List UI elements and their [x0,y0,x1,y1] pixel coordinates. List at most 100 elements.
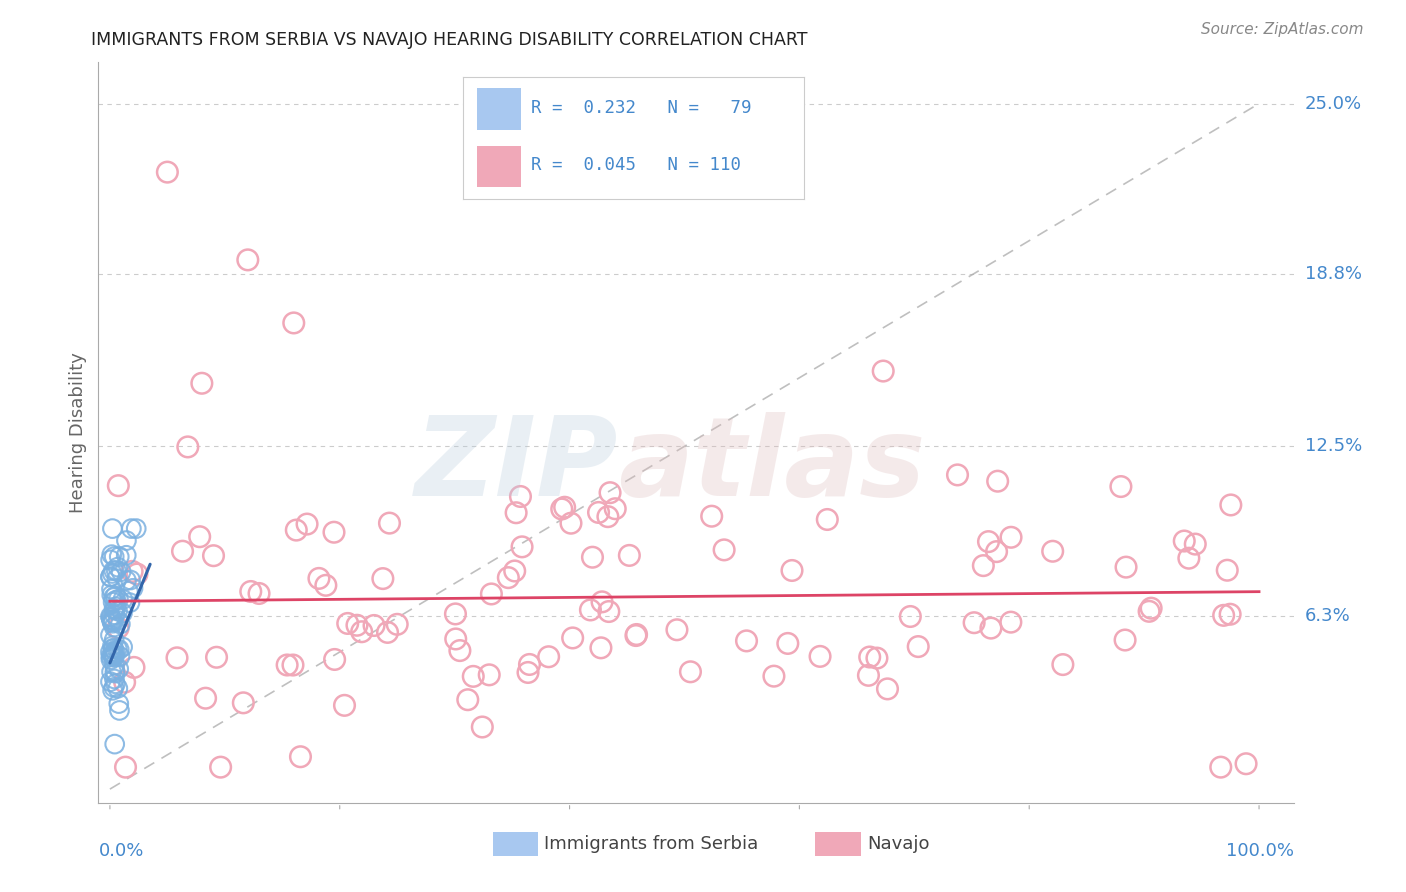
Point [104,607,127,622]
Point [457,692,479,706]
Point [202,549,225,563]
Point [323,652,346,666]
Point [103,603,125,617]
Point [103,564,125,578]
Point [110,617,132,632]
Point [107,662,129,676]
Point [101,683,124,698]
Point [239,584,262,599]
Point [898,609,921,624]
Point [100,588,122,602]
Text: ZIP: ZIP [415,412,619,519]
Point [194,691,217,706]
Point [679,665,702,679]
Point [1234,756,1257,771]
Point [444,632,467,646]
Point [103,648,125,663]
Text: IMMIGRANTS FROM SERBIA VS NAVAJO HEARING DISABILITY CORRELATION CHART: IMMIGRANTS FROM SERBIA VS NAVAJO HEARING… [91,31,808,49]
Point [665,623,688,637]
Point [1052,657,1074,672]
Point [503,564,526,578]
Point [101,613,124,627]
Point [554,500,576,515]
Point [276,658,298,673]
Point [115,574,138,588]
Point [987,474,1010,488]
Point [107,604,129,618]
Point [378,516,401,530]
Point [103,650,125,665]
Point [103,681,125,695]
Point [866,651,889,665]
Point [907,640,929,654]
Point [977,534,1000,549]
Point [101,639,124,653]
Point [346,618,368,632]
Point [172,544,194,558]
Point [101,615,124,629]
Point [118,596,141,610]
Point [103,641,125,656]
Point [100,553,122,567]
Point [107,614,129,628]
Point [107,592,129,607]
Point [1140,601,1163,615]
Point [104,677,127,691]
Point [762,669,785,683]
Point [387,617,409,632]
Point [107,560,129,574]
Point [103,591,125,605]
Point [101,649,124,664]
Point [107,681,129,696]
Point [114,760,136,774]
Point [125,567,148,582]
Point [205,650,228,665]
Point [108,703,131,717]
Point [103,648,125,662]
Point [114,675,136,690]
Point [107,621,129,635]
Point [589,640,612,655]
Point [561,631,583,645]
Text: Navajo: Navajo [868,835,929,854]
Point [517,665,540,680]
Point [946,467,969,482]
Point [377,625,399,640]
Point [1212,608,1234,623]
Point [363,618,385,632]
Point [105,572,128,586]
Point [100,570,122,584]
Point [188,530,211,544]
Point [780,564,803,578]
Point [107,478,129,492]
Point [471,720,494,734]
Point [103,614,125,628]
Point [247,586,270,600]
Point [713,542,735,557]
Point [104,589,127,603]
Point [104,737,127,751]
Point [101,522,124,536]
Point [104,666,127,681]
Point [122,582,145,596]
Point [100,649,122,664]
Point [111,640,134,654]
Point [107,697,129,711]
Point [619,549,641,563]
Point [986,544,1008,558]
Point [103,549,125,564]
Point [115,533,138,548]
Point [108,549,131,564]
Point [605,501,627,516]
Point [101,646,124,660]
Text: 0.0%: 0.0% [98,842,143,860]
Point [509,490,531,504]
Text: Immigrants from Serbia: Immigrants from Serbia [544,835,758,854]
Point [108,642,131,657]
Point [100,609,122,624]
Point [323,525,346,540]
Point [115,549,138,563]
Point [101,595,124,609]
Point [336,616,359,631]
Point [551,502,574,516]
